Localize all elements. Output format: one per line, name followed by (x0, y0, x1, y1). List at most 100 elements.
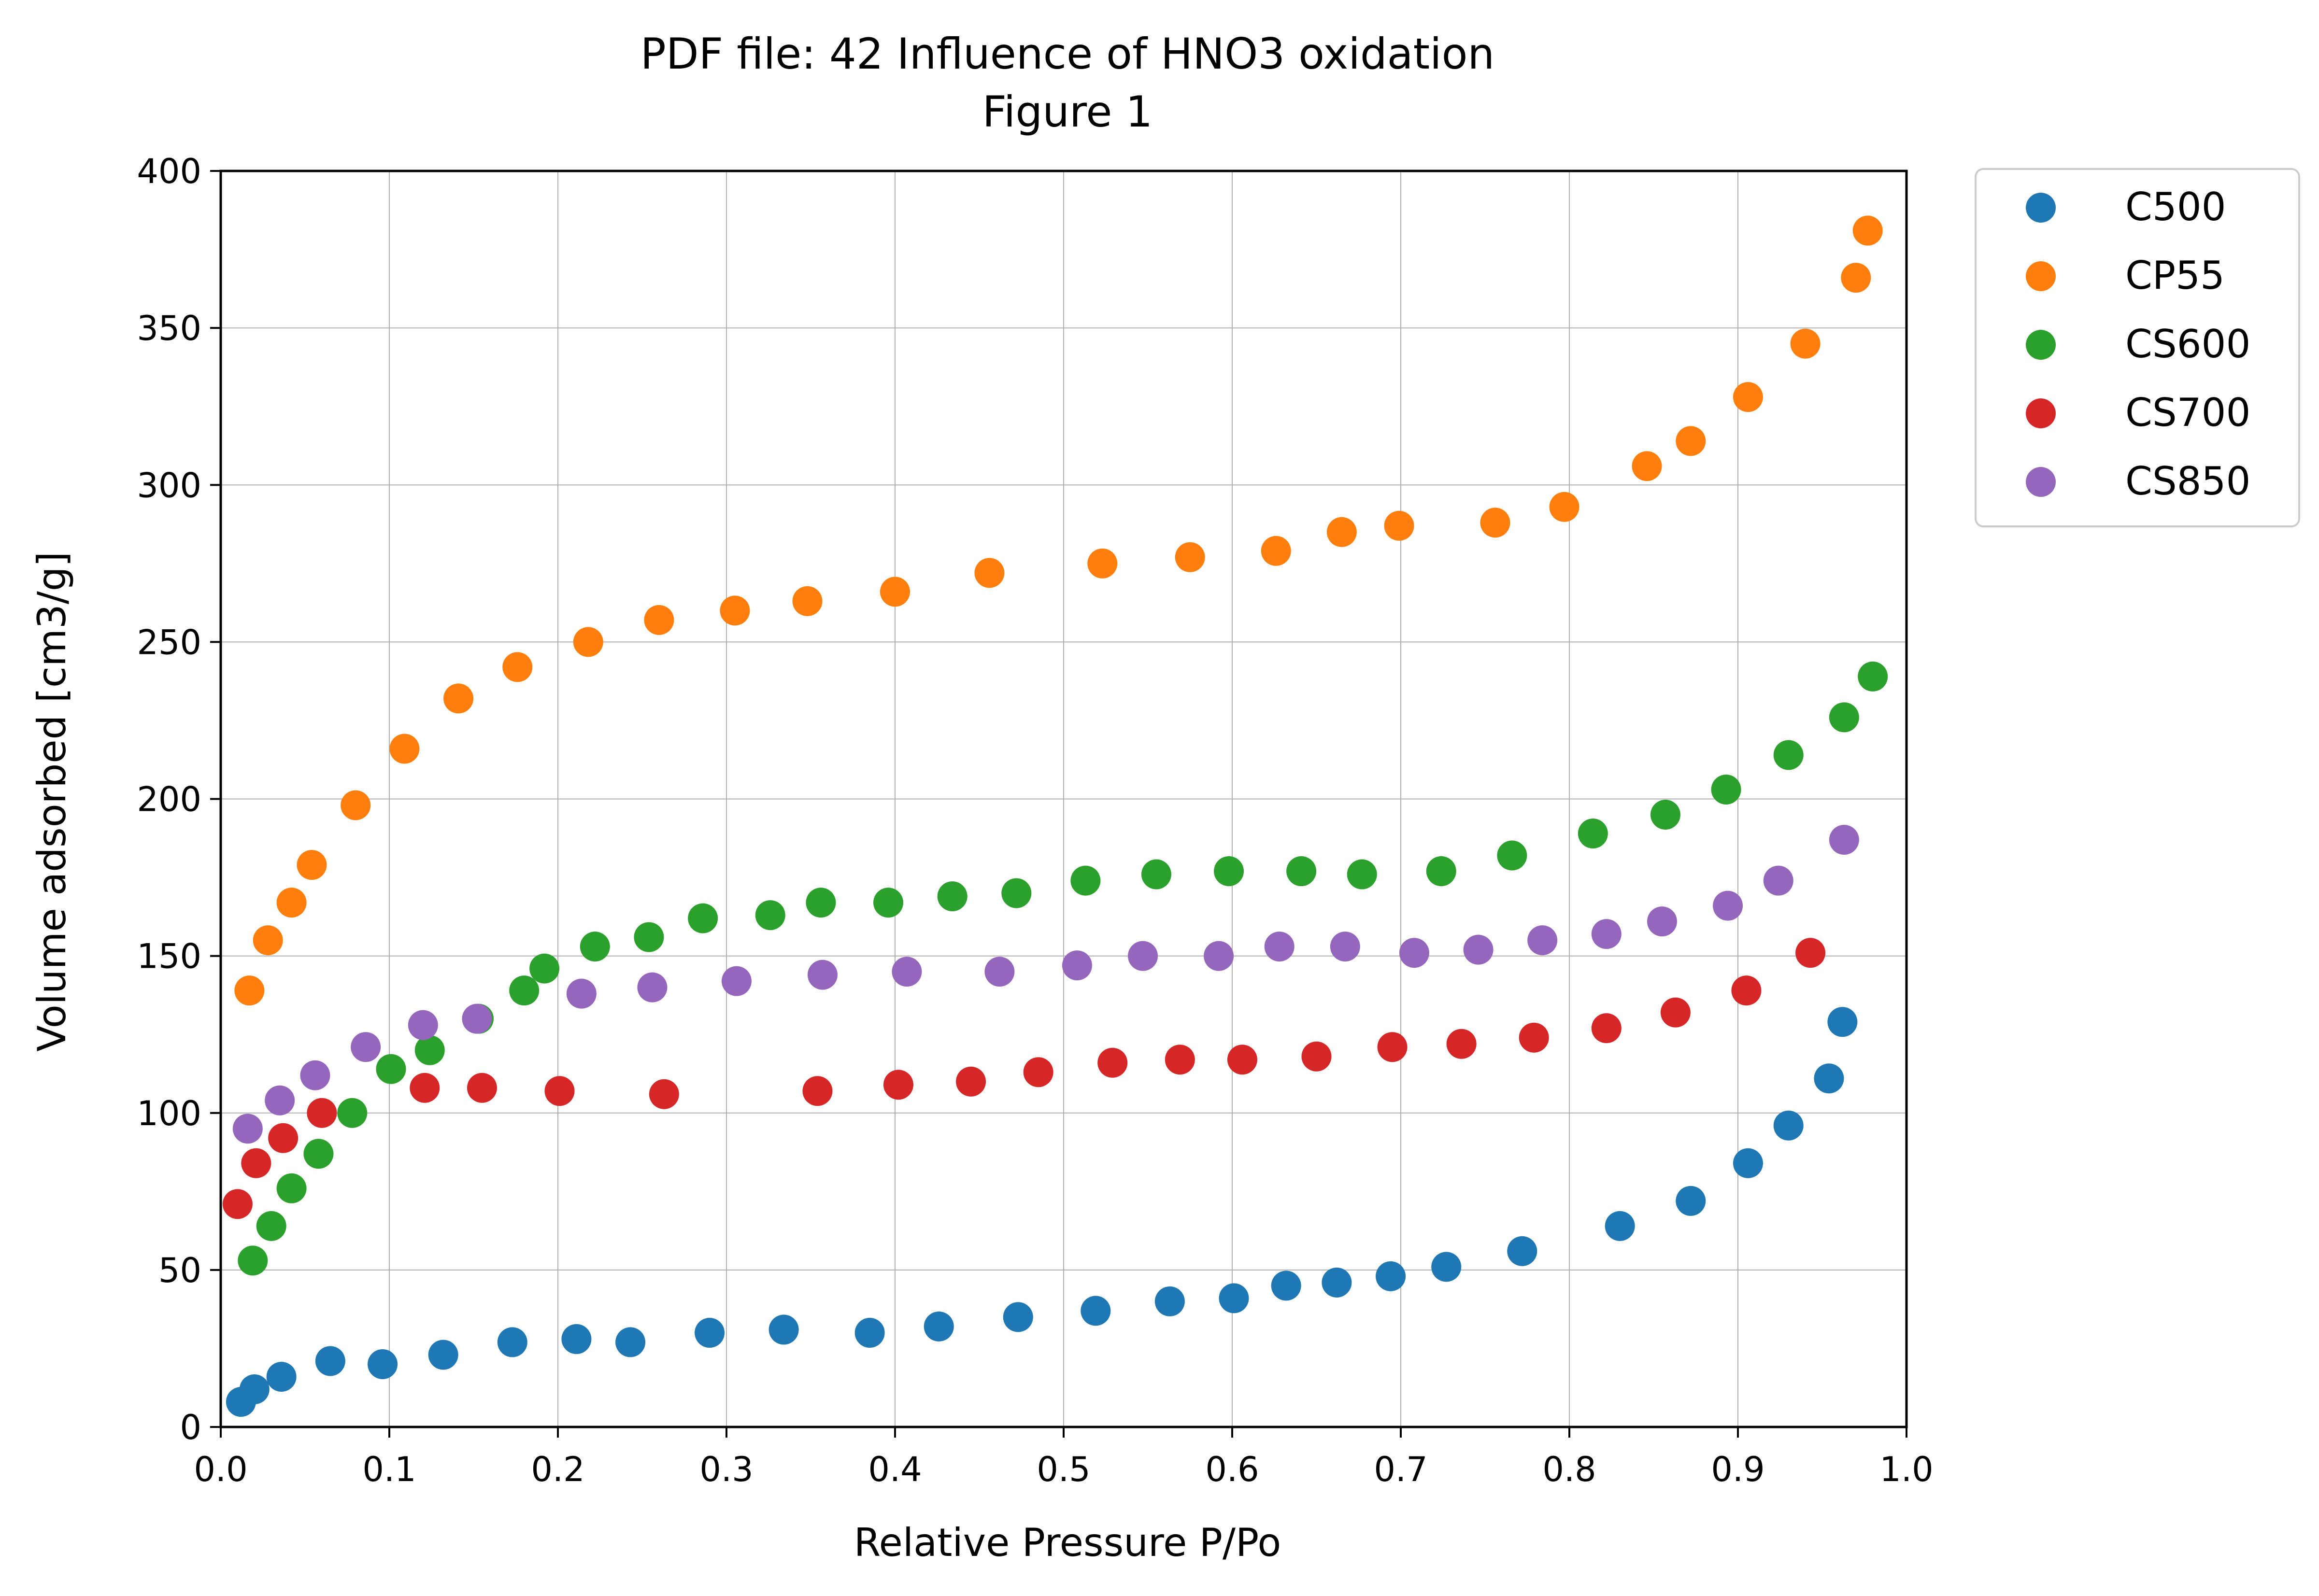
data-point (428, 1340, 458, 1370)
y-tick-label: 300 (137, 466, 201, 505)
data-point (1507, 1236, 1537, 1266)
series-cs700 (222, 938, 1826, 1219)
data-point (755, 900, 785, 931)
x-axis-label: Relative Pressure P/Po (854, 1520, 1281, 1565)
data-point (1733, 382, 1763, 412)
data-point (1829, 825, 1859, 855)
data-point (1650, 800, 1680, 830)
data-point (792, 586, 823, 616)
data-point (1322, 1267, 1352, 1298)
data-point (695, 1317, 725, 1348)
series-cs850 (232, 825, 1859, 1144)
data-point (615, 1327, 646, 1357)
data-point (337, 1098, 368, 1128)
data-point (1431, 1252, 1462, 1282)
data-point (443, 683, 474, 714)
data-point (1128, 941, 1158, 971)
legend-label: CS700 (2125, 390, 2250, 435)
data-point (1578, 819, 1608, 849)
data-point (649, 1079, 679, 1109)
data-point (807, 960, 838, 990)
data-point (956, 1066, 986, 1097)
data-point (1660, 997, 1691, 1028)
data-point (1264, 932, 1295, 962)
legend: C500 CP55 CS600 CS700 CS850 (1975, 168, 2300, 527)
data-point (892, 957, 922, 987)
data-point (1347, 859, 1377, 890)
legend-marker (2026, 193, 2056, 223)
data-point (1154, 1286, 1185, 1316)
series-cp55 (234, 215, 1883, 1006)
data-point (497, 1327, 527, 1357)
data-point (1713, 890, 1743, 921)
data-point (1141, 859, 1171, 890)
data-point (276, 888, 307, 918)
data-point (721, 966, 752, 996)
data-point (1097, 1047, 1128, 1078)
data-point (1827, 1007, 1858, 1037)
data-point (232, 1114, 263, 1144)
data-point (806, 888, 836, 918)
data-point (256, 1211, 286, 1241)
data-points-layer (222, 215, 1888, 1417)
data-point (854, 1317, 885, 1348)
data-point (1676, 426, 1706, 456)
data-point (1676, 1186, 1706, 1216)
data-point (502, 652, 533, 682)
x-tick-label: 0.4 (868, 1450, 922, 1489)
data-point (573, 627, 603, 657)
data-point (307, 1098, 337, 1128)
data-point (1527, 925, 1558, 956)
data-point (566, 978, 597, 1009)
data-point (376, 1054, 406, 1084)
chart-subtitle: Figure 1 (982, 87, 1153, 137)
data-point (1814, 1063, 1844, 1094)
data-point (1261, 536, 1291, 566)
data-point (1763, 865, 1793, 896)
data-point (1647, 906, 1677, 937)
data-point (467, 1073, 497, 1103)
series-c500 (226, 1007, 1858, 1417)
y-tick-label: 200 (137, 780, 201, 819)
data-point (1858, 661, 1888, 692)
data-point (529, 953, 560, 984)
data-point (1384, 510, 1414, 541)
data-point (1023, 1057, 1053, 1088)
data-point (1377, 1032, 1408, 1062)
x-tick-label: 0.2 (531, 1450, 584, 1489)
data-point (1330, 932, 1360, 962)
data-point (1773, 740, 1804, 770)
x-tick-label: 0.1 (362, 1450, 416, 1489)
data-point (276, 1173, 307, 1203)
data-point (1301, 1041, 1332, 1072)
data-point (1165, 1045, 1195, 1075)
x-axis-ticks: 0.0 0.1 0.2 0.3 0.4 0.5 0.6 0.7 0.8 0.9 1.0 (194, 1427, 1934, 1489)
data-point (1549, 492, 1579, 522)
x-tick-label: 0.0 (194, 1450, 247, 1489)
data-point (974, 558, 1005, 588)
x-tick-label: 0.5 (1037, 1450, 1090, 1489)
data-point (351, 1032, 381, 1062)
data-point (880, 577, 910, 607)
x-tick-label: 1.0 (1879, 1450, 1933, 1489)
data-point (1829, 702, 1859, 733)
data-point (410, 1073, 440, 1103)
legend-items: C500 CP55 CS600 CS700 CS850 (2026, 184, 2250, 504)
legend-label: CS600 (2125, 322, 2250, 367)
data-point (544, 1076, 575, 1106)
data-point (1175, 542, 1205, 572)
data-point (241, 1148, 271, 1178)
data-point (634, 922, 664, 952)
data-point (1841, 263, 1871, 293)
y-axis-label: Volume adsorbed [cm3/g] (29, 551, 74, 1051)
data-point (1219, 1283, 1249, 1314)
data-point (1001, 878, 1032, 908)
data-point (1286, 856, 1317, 887)
x-tick-label: 0.7 (1374, 1450, 1427, 1489)
data-point (1204, 941, 1234, 971)
data-point (1605, 1211, 1635, 1241)
data-point (873, 888, 904, 918)
